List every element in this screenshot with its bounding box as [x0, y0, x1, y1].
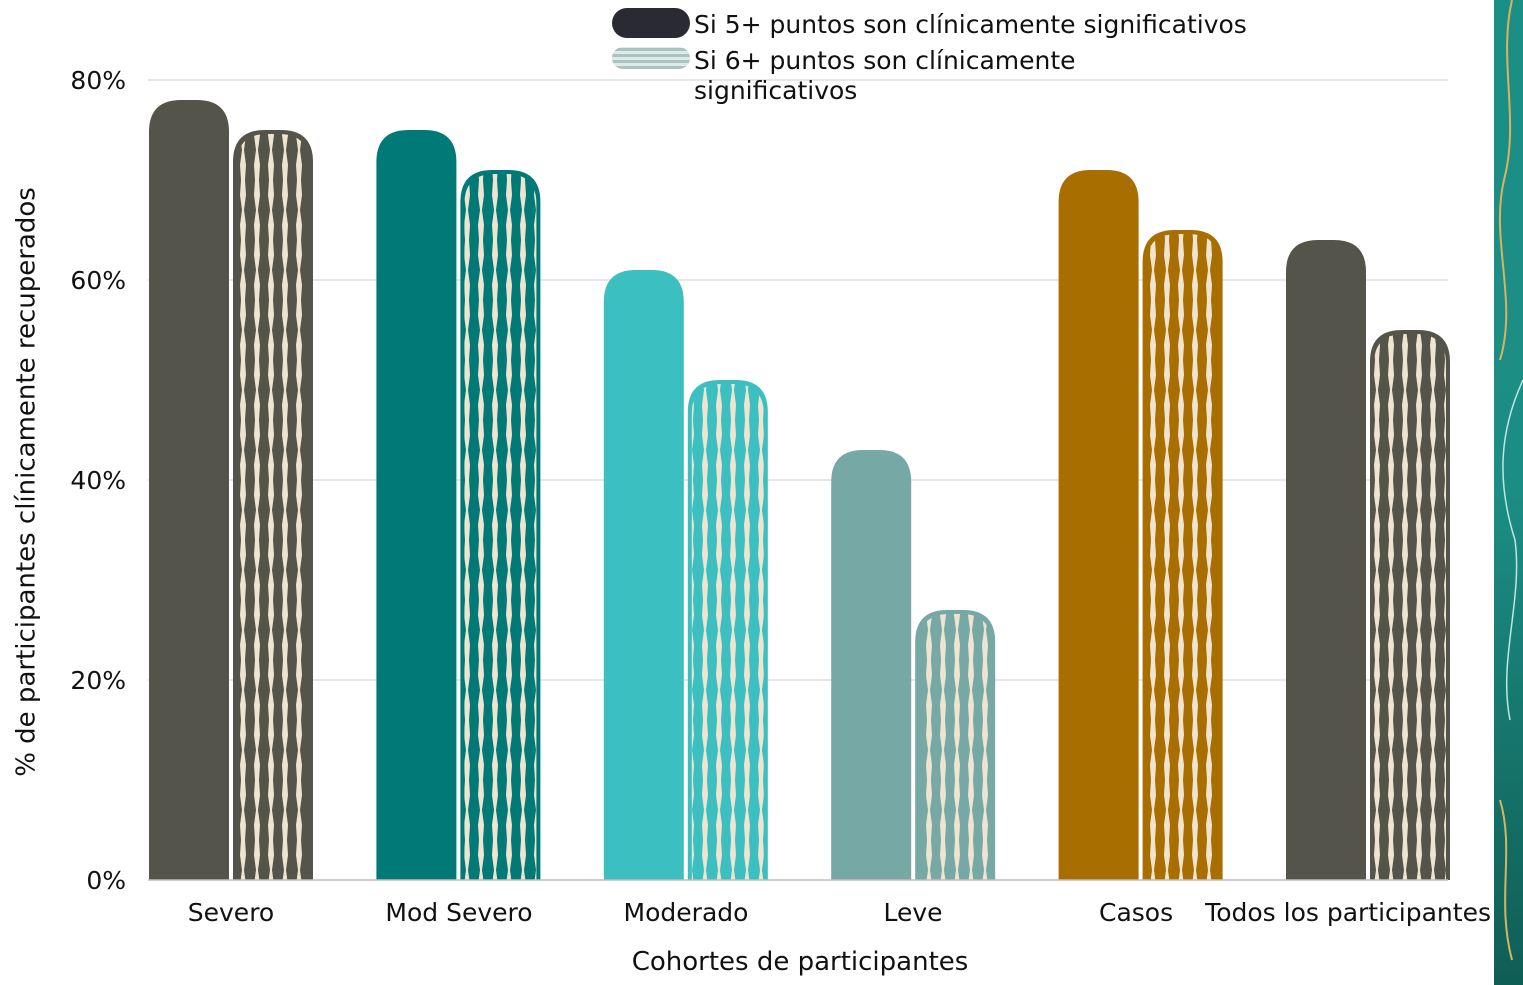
y-axis-title: % de participantes clínicamente recupera… [12, 187, 42, 777]
y-tick-label: 40% [70, 466, 126, 495]
bar-5plus [376, 130, 457, 880]
legend-swatch-5plus [612, 8, 690, 38]
decorative-side-panel [1494, 0, 1523, 985]
x-tick-label: Leve [883, 898, 942, 927]
gridlines [148, 79, 1448, 681]
bar-5plus [149, 100, 229, 880]
bar-6plus [1142, 230, 1223, 880]
legend-swatch-6plus [612, 47, 690, 69]
x-tick-label: Casos [1099, 898, 1173, 927]
x-tick-label: Severo [188, 898, 274, 927]
bars [149, 100, 1450, 880]
x-tick-label: Todos los participantes [1204, 898, 1491, 927]
bar-6plus [915, 610, 996, 880]
bar-6plus [687, 380, 768, 880]
y-tick-label: 0% [86, 866, 126, 895]
y-tick-label: 20% [70, 666, 126, 695]
bar-5plus [831, 450, 912, 880]
bar-5plus [1058, 170, 1139, 880]
bar-6plus [1370, 330, 1450, 880]
legend-label-6plus: Si 6+ puntos son clínicamente significat… [694, 46, 1084, 105]
y-axis: 0% 20% 40% 60% 80% [70, 66, 126, 895]
x-tick-label: Mod Severo [385, 898, 532, 927]
legend-item-6plus: Si 6+ puntos son clínicamente significat… [612, 46, 1084, 105]
x-axis-title: Cohortes de participantes [632, 947, 969, 977]
legend: Si 5+ puntos son clínicamente significat… [612, 8, 1247, 105]
y-tick-label: 60% [70, 266, 126, 295]
bar-6plus [460, 170, 541, 880]
x-axis: Severo Mod Severo Moderado Leve Casos Todos l… [188, 898, 1491, 927]
bar-5plus [603, 270, 684, 880]
legend-label-5plus: Si 5+ puntos son clínicamente significat… [694, 10, 1247, 39]
bar-6plus [233, 130, 313, 880]
legend-item-5plus: Si 5+ puntos son clínicamente significat… [612, 8, 1247, 39]
x-tick-label: Moderado [624, 898, 749, 927]
y-tick-label: 80% [70, 66, 126, 95]
bar-5plus [1286, 240, 1366, 880]
